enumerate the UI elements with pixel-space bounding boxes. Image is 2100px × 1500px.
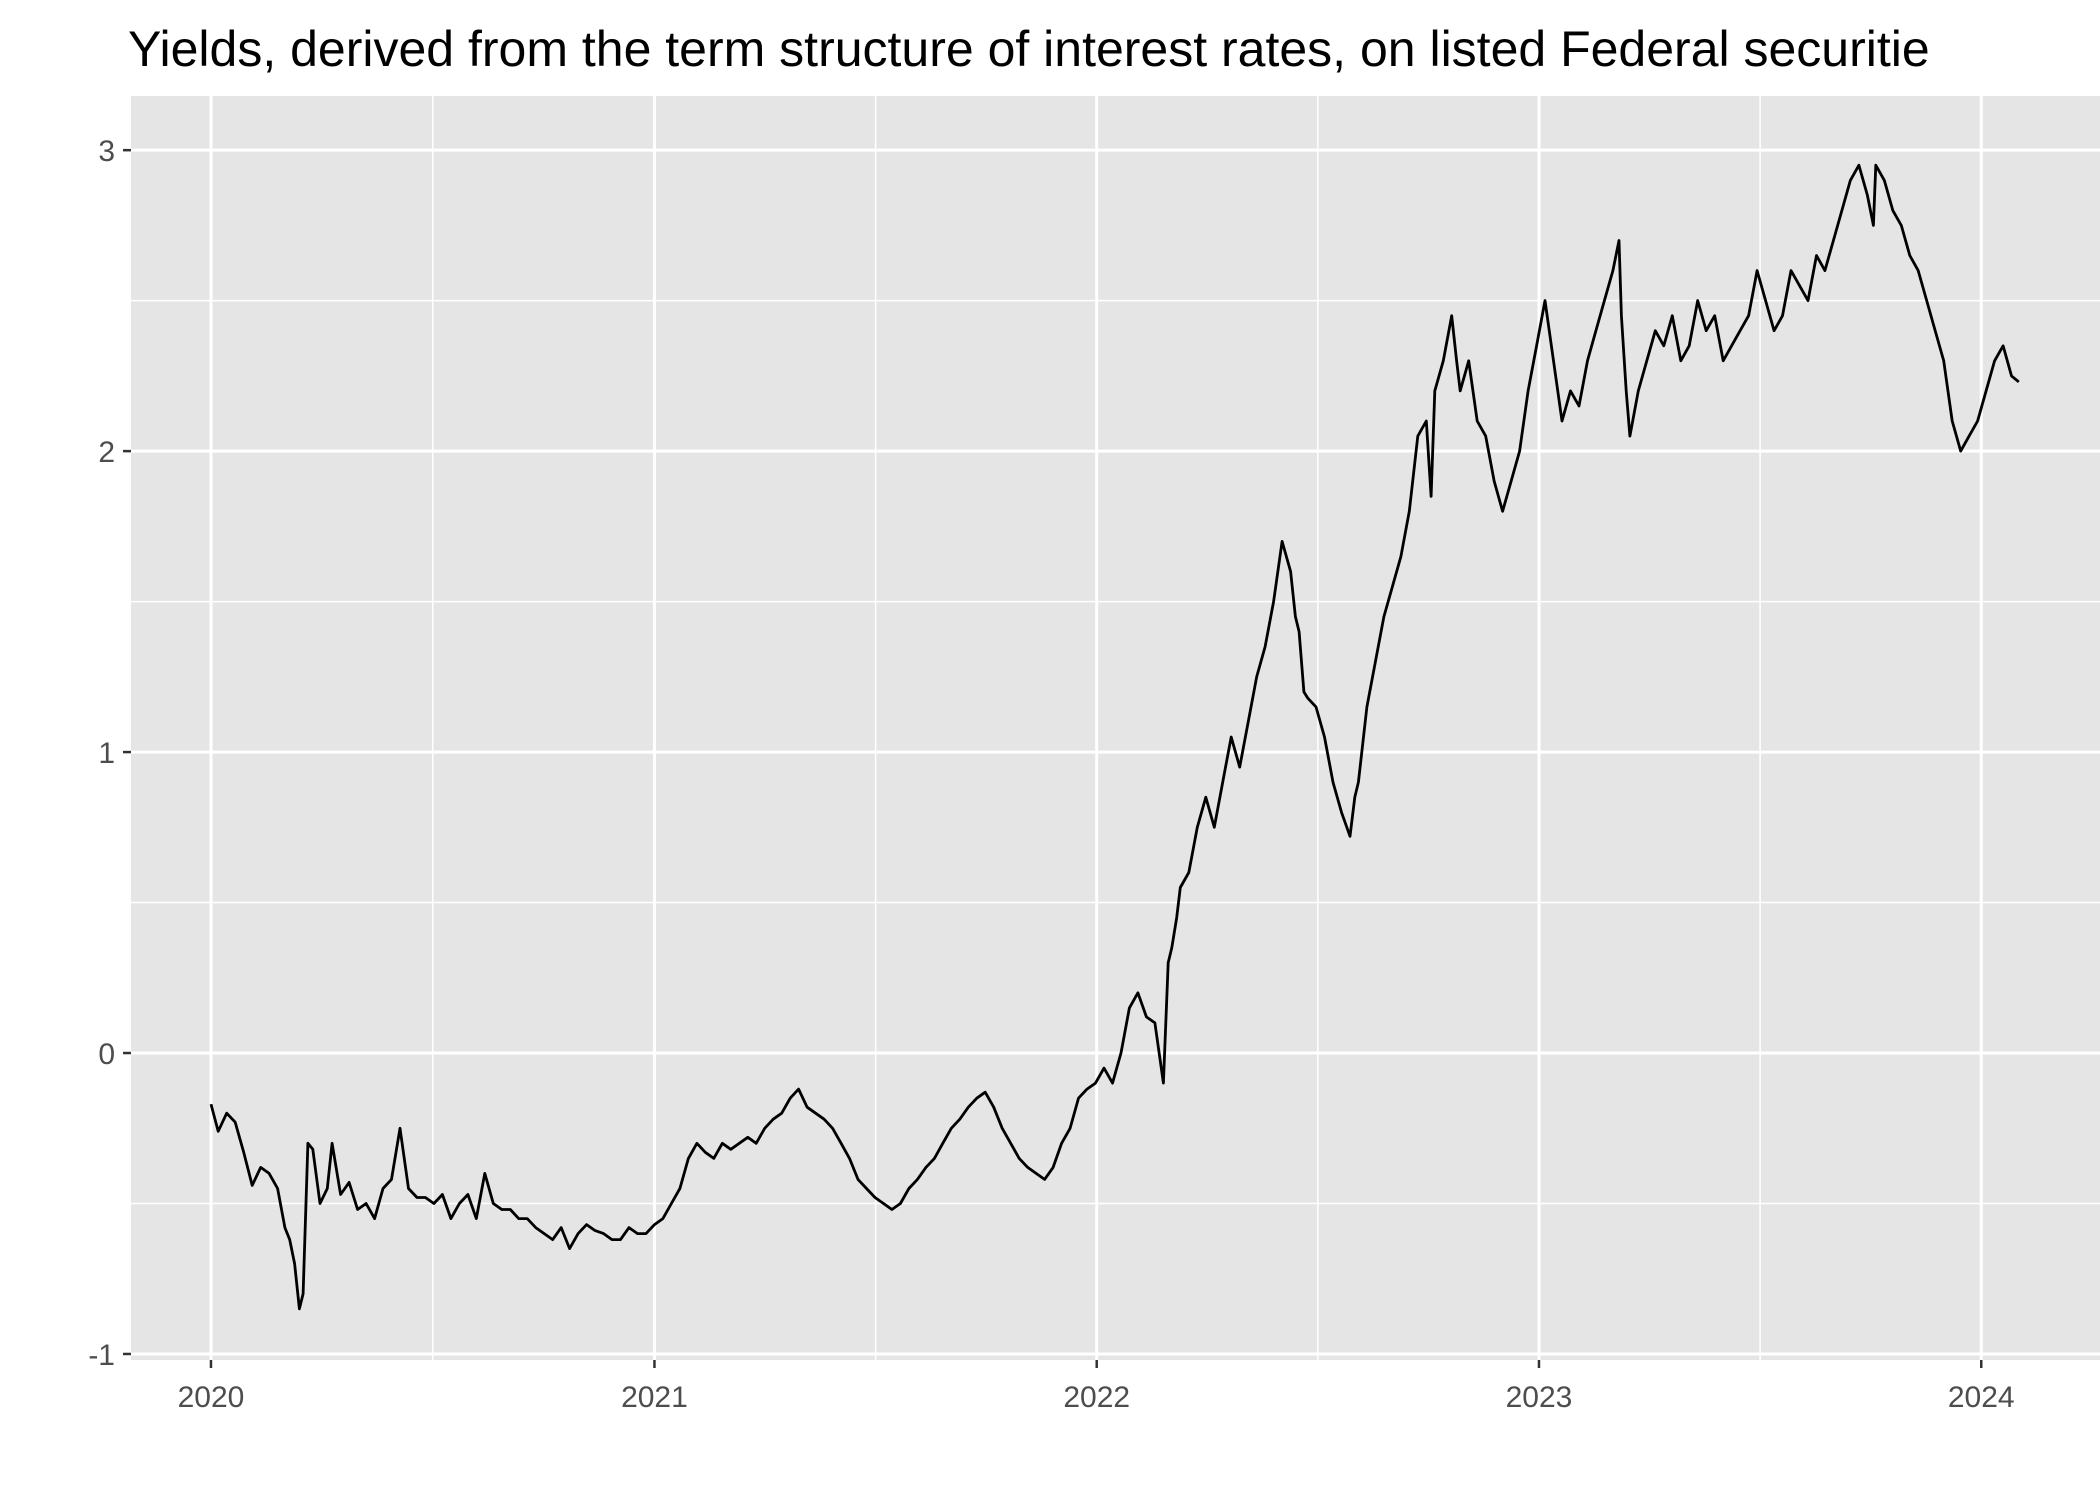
chart-title: Yields, derived from the term structure …: [128, 21, 1930, 77]
x-axis: 2020 2021 2022 2023 2024: [178, 1360, 2015, 1414]
y-tick-label: 2: [98, 436, 115, 469]
x-tick-label: 2020: [178, 1381, 245, 1414]
x-tick-label: 2024: [1948, 1381, 2015, 1414]
series-line: [209, 163, 2020, 1311]
x-tick-label: 2021: [621, 1381, 688, 1414]
y-tick-label: -1: [88, 1339, 115, 1372]
x-tick-label: 2023: [1506, 1381, 1573, 1414]
x-tick-label: 2022: [1063, 1381, 1130, 1414]
y-tick-label: 1: [98, 737, 115, 770]
series-layer: [209, 163, 2020, 1311]
major-gridlines: [131, 96, 2100, 1360]
y-tick-label: 3: [98, 135, 115, 168]
plot-panel: [131, 96, 2100, 1360]
y-axis: -1 0 1 2 3: [88, 135, 131, 1372]
y-tick-label: 0: [98, 1038, 115, 1071]
